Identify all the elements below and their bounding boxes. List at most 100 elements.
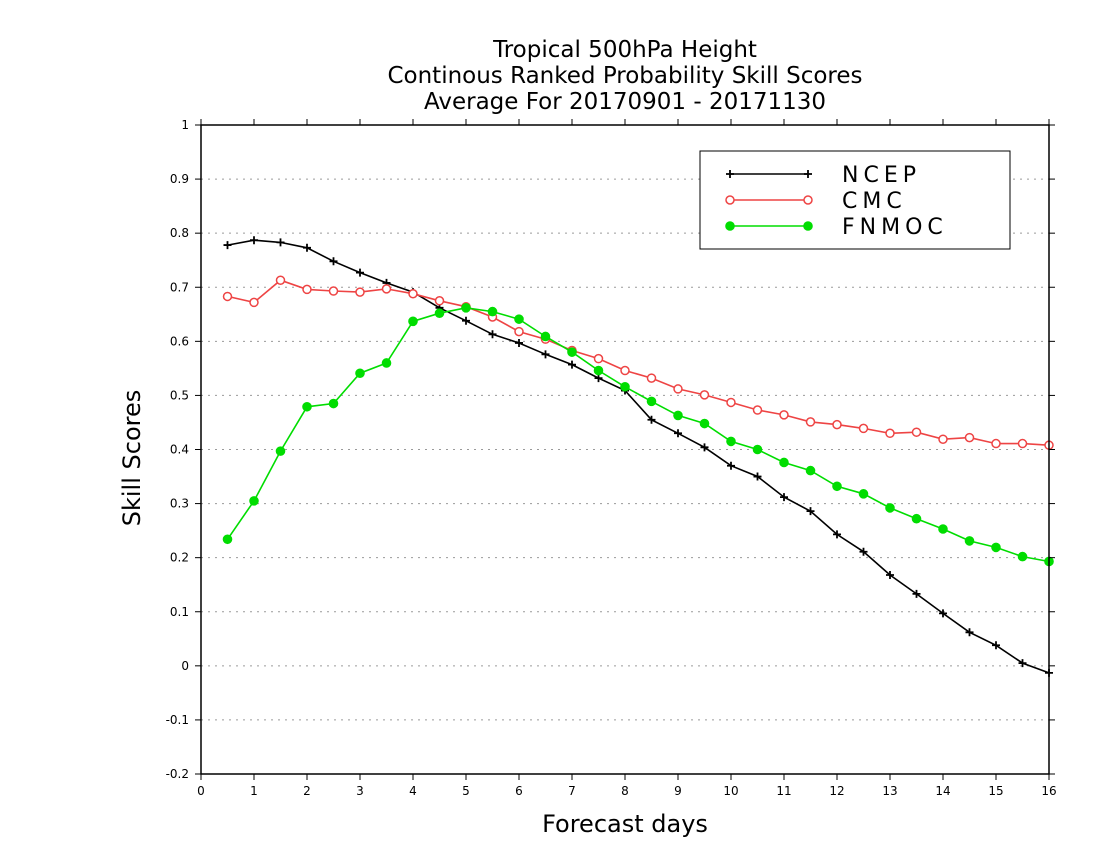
data-point-cmc bbox=[1017, 438, 1028, 449]
legend-item-fnmoc: FNMOC bbox=[725, 215, 948, 240]
data-point-fnmoc bbox=[381, 358, 392, 368]
x-tick-label: 11 bbox=[776, 784, 791, 798]
title-line-3: Average For 20170901 - 20171130 bbox=[424, 89, 826, 115]
data-point-ncep bbox=[515, 338, 523, 347]
data-point-fnmoc bbox=[487, 306, 498, 317]
data-point-ncep bbox=[1018, 659, 1027, 668]
data-point-ncep bbox=[753, 472, 762, 481]
legend-item-cmc: CMC bbox=[725, 189, 907, 214]
data-point-cmc bbox=[408, 288, 418, 299]
legend-marker-fnmoc bbox=[725, 221, 735, 231]
x-tick-label: 3 bbox=[356, 784, 364, 798]
data-point-fnmoc bbox=[222, 534, 233, 545]
data-point-cmc bbox=[646, 373, 657, 383]
title-line-2: Continous Ranked Probability Skill Score… bbox=[387, 63, 862, 89]
data-point-fnmoc bbox=[805, 465, 816, 476]
x-axis: 0 1 2 3 4 5 6 7 8 9 10 11 12 13 14 15 16 bbox=[197, 119, 1057, 798]
x-tick-label: 10 bbox=[723, 784, 738, 798]
data-point-cmc bbox=[699, 390, 710, 400]
data-point-fnmoc bbox=[275, 446, 286, 456]
legend-label-fnmoc: FNMOC bbox=[842, 215, 948, 240]
data-point-fnmoc bbox=[752, 444, 763, 455]
data-point-fnmoc bbox=[858, 489, 869, 499]
data-point-fnmoc bbox=[514, 314, 524, 324]
data-point-ncep bbox=[329, 257, 338, 266]
title-line-1: Tropical 500hPa Height bbox=[492, 37, 757, 63]
series-fnmoc bbox=[222, 303, 1054, 567]
y-tick-label: 0.7 bbox=[170, 280, 189, 294]
data-point-cmc bbox=[673, 384, 683, 394]
y-tick-label: 1 bbox=[181, 118, 189, 132]
data-point-cmc bbox=[752, 405, 763, 415]
data-point-ncep bbox=[886, 570, 894, 579]
data-point-ncep bbox=[992, 641, 1000, 650]
data-point-cmc bbox=[514, 326, 524, 337]
data-point-ncep bbox=[833, 530, 841, 539]
data-point-cmc bbox=[620, 365, 630, 376]
data-point-ncep bbox=[965, 628, 974, 637]
data-point-ncep bbox=[488, 330, 497, 339]
data-point-ncep bbox=[912, 589, 921, 598]
legend-item-ncep: NCEP bbox=[726, 163, 921, 188]
data-point-cmc bbox=[302, 284, 312, 295]
series-ncep bbox=[223, 236, 1053, 677]
series-cmc bbox=[222, 275, 1054, 450]
y-tick-label: 0.3 bbox=[170, 497, 189, 511]
x-tick-label: 6 bbox=[515, 784, 523, 798]
y-tick-label: 0.8 bbox=[170, 226, 189, 240]
grid-lines bbox=[201, 178, 1049, 721]
data-point-fnmoc bbox=[832, 481, 842, 492]
y-tick-label: 0.2 bbox=[170, 551, 189, 565]
x-tick-label: 8 bbox=[621, 784, 629, 798]
data-point-cmc bbox=[991, 438, 1001, 449]
legend-label-cmc: CMC bbox=[842, 189, 907, 214]
x-tick-label: 13 bbox=[882, 784, 897, 798]
x-axis-label: Forecast days bbox=[542, 810, 708, 838]
legend-marker-fnmoc bbox=[803, 221, 813, 231]
data-point-cmc bbox=[858, 423, 869, 434]
x-tick-label: 4 bbox=[409, 784, 417, 798]
data-point-fnmoc bbox=[646, 396, 657, 407]
data-point-ncep bbox=[462, 316, 470, 325]
y-tick-label: 0.6 bbox=[170, 334, 189, 348]
data-point-fnmoc bbox=[567, 347, 577, 357]
data-point-cmc bbox=[222, 291, 233, 302]
x-tick-label: 1 bbox=[250, 784, 258, 798]
data-point-fnmoc bbox=[302, 401, 312, 412]
x-tick-label: 7 bbox=[568, 784, 576, 798]
x-tick-label: 9 bbox=[674, 784, 682, 798]
data-point-fnmoc bbox=[593, 365, 604, 376]
data-point-ncep bbox=[541, 350, 550, 359]
data-point-cmc bbox=[328, 286, 339, 296]
data-point-cmc bbox=[885, 428, 895, 439]
data-point-cmc bbox=[805, 417, 816, 427]
data-point-fnmoc bbox=[779, 457, 789, 468]
data-point-cmc bbox=[275, 275, 286, 285]
data-point-fnmoc bbox=[964, 536, 975, 546]
data-point-cmc bbox=[355, 287, 365, 297]
data-point-ncep bbox=[780, 493, 788, 502]
data-point-ncep bbox=[223, 241, 232, 250]
legend-marker-cmc bbox=[803, 195, 813, 205]
y-tick-label: -0.1 bbox=[166, 713, 189, 727]
data-point-ncep bbox=[806, 507, 815, 516]
data-point-fnmoc bbox=[620, 381, 630, 392]
data-point-fnmoc bbox=[938, 524, 948, 534]
y-axis: -0.2 -0.1 0 0.1 0.2 0.3 0.4 0.5 0.6 0.7 0.8 0.9 1 bbox=[166, 118, 1055, 781]
y-tick-label: 0.4 bbox=[170, 443, 189, 457]
data-point-cmc bbox=[593, 353, 604, 364]
data-point-ncep bbox=[859, 547, 868, 556]
y-tick-label: -0.2 bbox=[166, 767, 189, 781]
x-tick-label: 15 bbox=[988, 784, 1003, 798]
series-line-cmc bbox=[227, 279, 1050, 446]
data-point-fnmoc bbox=[673, 410, 683, 421]
data-point-fnmoc bbox=[249, 496, 259, 506]
y-tick-label: 0 bbox=[181, 659, 189, 673]
legend-label-ncep: NCEP bbox=[842, 163, 921, 188]
data-point-fnmoc bbox=[726, 436, 736, 447]
data-point-cmc bbox=[249, 297, 259, 308]
legend-marker-cmc bbox=[725, 195, 735, 205]
data-point-cmc bbox=[434, 296, 445, 306]
data-point-fnmoc bbox=[540, 331, 551, 342]
data-point-ncep bbox=[568, 360, 576, 369]
